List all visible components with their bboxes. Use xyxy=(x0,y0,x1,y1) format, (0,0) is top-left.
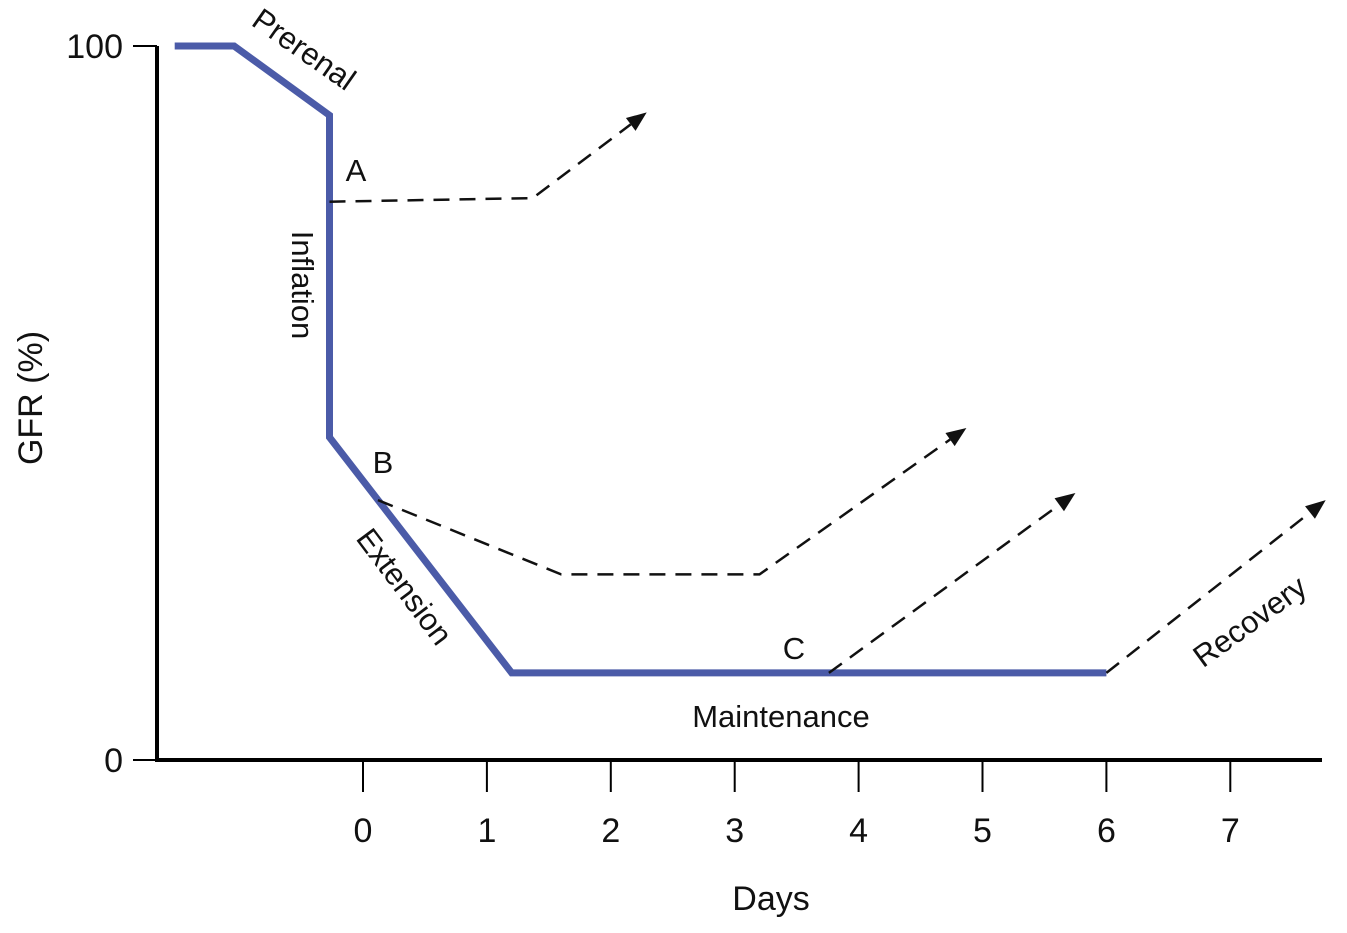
phase-label-maintenance: Maintenance xyxy=(692,699,870,734)
arrowhead-b xyxy=(945,427,967,447)
x-tick-label-5: 5 xyxy=(973,812,992,850)
y-tick-label-0: 0 xyxy=(104,742,123,780)
ticks: 0 1 2 3 4 5 6 7 0 100 xyxy=(66,28,1239,850)
phase-label-inflation: Inflation xyxy=(285,231,320,340)
series-layer xyxy=(174,42,1326,677)
marker-label-a: A xyxy=(346,153,367,188)
series-line-gfr-course xyxy=(174,42,1107,677)
x-tick-label-7: 7 xyxy=(1221,812,1240,850)
x-tick-label-4: 4 xyxy=(849,812,868,850)
arrowhead-a xyxy=(625,112,647,131)
axes xyxy=(155,46,1322,762)
path-line-recovery xyxy=(1105,511,1311,674)
y-axis-title: GFR (%) xyxy=(12,331,50,465)
marker-label-b: B xyxy=(373,445,394,480)
path-line-c xyxy=(828,503,1061,674)
phase-label-recovery: Recovery xyxy=(1187,569,1314,675)
x-tick-label-2: 2 xyxy=(601,812,620,850)
x-tick-label-6: 6 xyxy=(1097,812,1116,850)
phase-label-prerenal: Prerenal xyxy=(246,1,362,97)
x-tick-label-1: 1 xyxy=(477,812,496,850)
arrowhead-recovery xyxy=(1305,500,1326,519)
arrowhead-c xyxy=(1054,492,1076,512)
x-axis-title: Days xyxy=(732,880,809,918)
x-tick-label-0: 0 xyxy=(354,812,373,850)
path-line-a xyxy=(329,123,632,203)
x-tick-label-3: 3 xyxy=(725,812,744,850)
y-tick-label-100: 100 xyxy=(66,28,123,66)
marker-label-c: C xyxy=(783,631,805,666)
path-line-b xyxy=(377,438,951,576)
